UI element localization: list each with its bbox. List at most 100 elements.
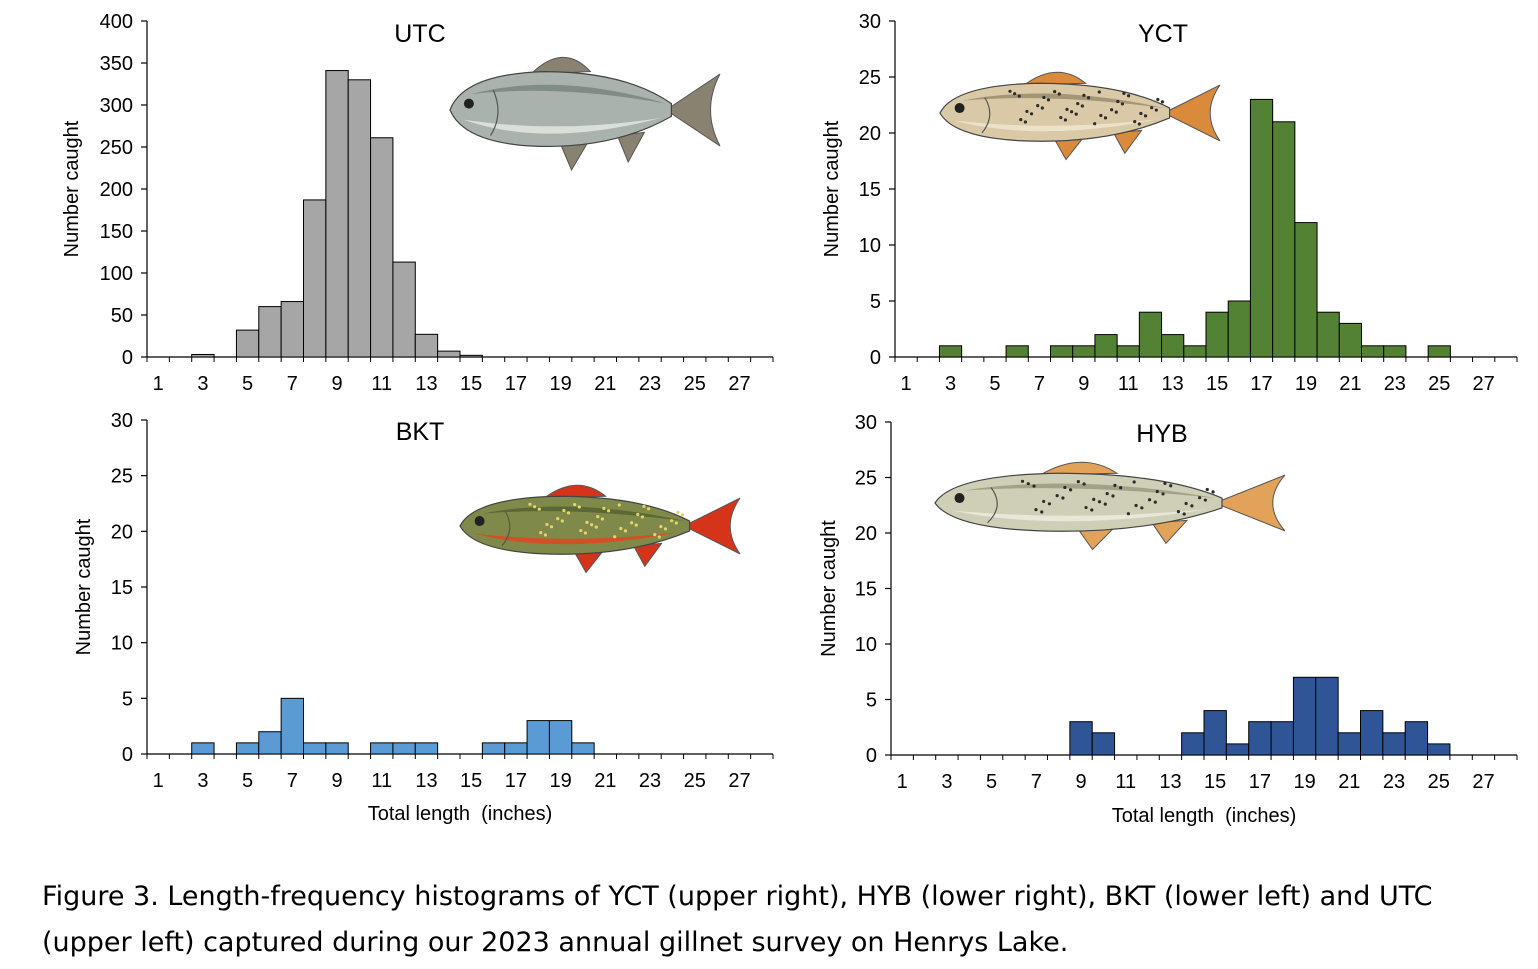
histogram-bar (258, 306, 282, 358)
gill-line (987, 487, 998, 524)
histogram-bar (370, 137, 394, 358)
fish-back (963, 483, 1215, 499)
fish-back (471, 84, 666, 104)
fish-spot (1139, 111, 1143, 116)
hybrid-trout-illustration (934, 461, 1286, 551)
fish-spot (1120, 102, 1125, 106)
fish-spot (577, 505, 581, 509)
histogram-bar (1116, 345, 1140, 358)
fish-spot (1059, 115, 1063, 120)
histogram-bar (325, 742, 349, 755)
fish-spot (1020, 479, 1025, 483)
histogram-bar (1337, 732, 1361, 756)
fish-spot (1143, 114, 1148, 118)
y-tick-label: 0 (122, 347, 133, 369)
fish-spot (617, 503, 621, 507)
fish-spot (1042, 95, 1046, 100)
fish-spot (653, 533, 657, 537)
fish-spot (1169, 484, 1173, 488)
histogram-bar (1270, 721, 1294, 756)
x-tick-label: 27 (1473, 373, 1495, 395)
fish-spot (1126, 512, 1130, 516)
fish-spot (1154, 108, 1158, 112)
y-tick-label: 10 (859, 235, 881, 257)
fish-spot (670, 519, 674, 523)
fish-spot (1032, 484, 1036, 488)
fish-spot (1147, 498, 1152, 502)
histogram-bar (1181, 732, 1205, 756)
histogram-bar (303, 742, 327, 755)
fish-spot (1097, 90, 1101, 94)
histogram-bar (1272, 121, 1296, 358)
fish-spot (1046, 98, 1051, 102)
fish-spot (543, 533, 547, 537)
fish-belly (474, 532, 679, 545)
fish-spot (1161, 492, 1165, 496)
fish-spot (676, 510, 680, 515)
fish-spot (545, 522, 549, 527)
histogram-bar (1225, 743, 1250, 756)
y-axis-label: Number caught (73, 518, 95, 655)
fish-spot (1211, 490, 1215, 494)
y-tick-label: 0 (870, 347, 881, 369)
fish-back (482, 506, 684, 522)
fish-spot (1063, 485, 1067, 490)
fish-spot (1116, 99, 1120, 104)
fish-spot (1132, 480, 1136, 484)
fish-spot (1042, 499, 1046, 504)
histogram-bar (459, 354, 483, 358)
fish-spot (1114, 110, 1118, 114)
y-tick-label: 350 (100, 53, 133, 75)
histogram-bar (1138, 311, 1163, 358)
dorsal-fin (542, 484, 607, 499)
y-tick-label: 100 (100, 263, 133, 285)
fish-spot (657, 535, 661, 539)
fish-spot (602, 506, 606, 510)
histogram-bar (1427, 743, 1451, 756)
y-tick-label: 300 (100, 95, 133, 117)
y-tick-label: 5 (870, 291, 881, 313)
x-tick-label: 13 (1162, 373, 1184, 395)
histogram-bar (1050, 345, 1074, 358)
fish-spot (1053, 90, 1057, 94)
histogram-bar (235, 742, 260, 755)
histogram-bar (1361, 345, 1385, 358)
fish-spot (539, 531, 543, 535)
x-tick-label: 27 (1472, 771, 1494, 793)
x-tick-label: 17 (1250, 373, 1272, 395)
histogram-bar (571, 742, 595, 755)
x-tick-label: 9 (331, 373, 342, 395)
gill-line (501, 510, 511, 547)
fish-spot (1205, 487, 1209, 492)
x-tick-label: 25 (1428, 771, 1450, 793)
fish-spot (1156, 97, 1160, 102)
histogram-bar (191, 353, 215, 358)
fish-spot (1065, 107, 1069, 111)
histogram-bar (481, 742, 506, 755)
fish-spot (646, 507, 651, 511)
y-tick-label: 15 (111, 577, 133, 599)
fish-spot (1013, 92, 1017, 96)
fish-spot (630, 521, 634, 525)
x-tick-label: 21 (594, 373, 616, 395)
y-tick-label: 0 (122, 744, 133, 766)
dorsal-fin (1038, 461, 1119, 476)
chart-title: UTC (394, 20, 445, 48)
x-tick-label: 19 (1293, 771, 1315, 793)
x-tick-label: 3 (197, 770, 208, 792)
fish-spot (1203, 498, 1207, 502)
fish-spot (663, 527, 668, 531)
y-tick-label: 30 (859, 11, 881, 33)
histogram-bar (548, 720, 573, 755)
y-tick-label: 250 (100, 137, 133, 159)
fish-spot (1069, 488, 1073, 492)
x-tick-label: 7 (287, 770, 298, 792)
x-tick-label: 15 (1204, 771, 1226, 793)
fish-spot (585, 520, 589, 524)
histogram-bar (1183, 345, 1207, 358)
fish-spot (1023, 120, 1027, 124)
fish-spot (1047, 502, 1052, 506)
